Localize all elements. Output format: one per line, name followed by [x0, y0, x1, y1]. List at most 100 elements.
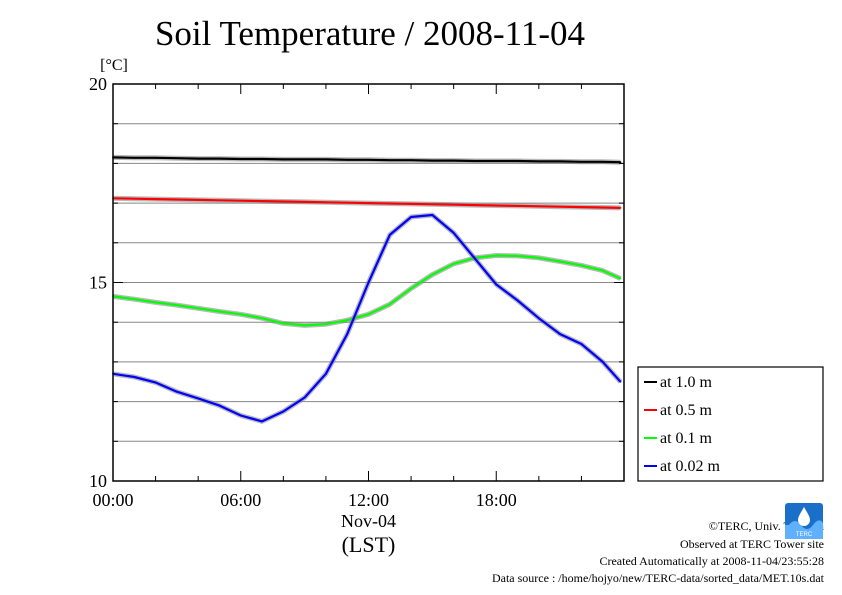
series-0-point [325, 158, 327, 161]
y-axis: 10 15 20 [89, 74, 624, 491]
x-tick-label: 12:00 [348, 490, 389, 510]
series-0-point [452, 159, 455, 162]
series-0-point [516, 160, 519, 162]
legend-label-2: at 0.1 m [660, 430, 713, 447]
series-3-point [197, 397, 200, 400]
series-1-point [601, 206, 604, 209]
series-2-point [346, 319, 349, 322]
series-1-point [495, 204, 498, 207]
series-3-point [218, 404, 221, 407]
series-2-point [516, 255, 519, 257]
series-2-point [388, 303, 391, 306]
series-1-point [218, 199, 221, 202]
series-0-point [133, 156, 136, 159]
series-3-point [559, 333, 562, 336]
terc-logo-icon: TERC [785, 503, 823, 539]
series-2-point [133, 298, 136, 301]
series-2-point [325, 323, 327, 326]
series-3-point [410, 216, 412, 218]
legend-label-3: at 0.02 m [660, 458, 721, 475]
y-axis-label: [°C] [100, 57, 128, 74]
series-3-point [601, 361, 604, 363]
series-3-point [452, 231, 455, 234]
series-2-point [452, 262, 455, 265]
series-3-point [282, 410, 285, 413]
series-0-point [410, 159, 412, 162]
series-3-point [175, 390, 178, 393]
series-0-point [495, 160, 498, 162]
series-2-point [239, 313, 242, 316]
series-1-point [388, 202, 391, 205]
series-3-point [261, 420, 263, 423]
series-0-point [367, 158, 370, 161]
series-1-point [537, 205, 540, 208]
series-3-point [388, 233, 391, 236]
series-0-point [580, 160, 583, 163]
series-3-point [516, 299, 519, 302]
legend: at 1.0 m at 0.5 m at 0.1 m at 0.02 m [637, 366, 824, 482]
series-3-line [112, 213, 622, 423]
x-tick-label: 18:00 [476, 490, 517, 510]
series-3-point [303, 396, 306, 399]
series-1-point [516, 204, 519, 207]
series-0-point [601, 160, 604, 163]
series-0-point [303, 158, 306, 161]
series-3-point [495, 283, 498, 286]
series-0-point [619, 161, 622, 164]
legend-label-1: at 0.5 m [660, 402, 713, 419]
series-0-point [431, 159, 434, 162]
series-3-point [537, 317, 540, 320]
series-3-point [367, 281, 370, 284]
site-text: Observed at TERC Tower site [679, 537, 824, 551]
series-0-point [175, 157, 178, 160]
series-3-point [431, 214, 434, 216]
series-1-point [619, 206, 622, 209]
series-1-point [133, 197, 136, 200]
series-1-point [282, 200, 285, 203]
series-1-point [154, 198, 157, 201]
series-1-point [452, 203, 455, 206]
series-1-point [410, 202, 412, 205]
series-2-point [218, 310, 221, 313]
series-0-point [346, 158, 349, 161]
chart-title: Soil Temperature / 2008-11-04 [154, 14, 586, 53]
series-2-point [367, 313, 370, 316]
series-0-point [537, 160, 540, 163]
series-0-point [154, 156, 157, 159]
y-tick-label: 15 [89, 273, 107, 293]
series-2-point [261, 317, 263, 320]
series-1-point [346, 201, 349, 204]
series-3-point [133, 376, 136, 378]
series-0-point [388, 159, 391, 162]
series-2-point [431, 273, 434, 276]
series-2-point [282, 322, 285, 325]
series-3-shadow [112, 212, 623, 424]
x-tick-label: 00:00 [92, 490, 133, 510]
series-3-point [154, 381, 157, 384]
series-1-point [325, 201, 327, 204]
y-tick-label: 10 [89, 471, 107, 491]
series-0-point [197, 157, 200, 160]
series-1-point [559, 205, 562, 208]
series-2-point [197, 307, 200, 310]
series-2-point [495, 254, 498, 257]
series-2-point [175, 304, 178, 307]
y-tick-label: 20 [89, 74, 107, 94]
series-1-point [367, 202, 370, 205]
series-2-point [601, 269, 604, 272]
series-1-point [261, 200, 263, 203]
series-0-point [559, 160, 562, 163]
legend-box [637, 366, 824, 482]
series-0-point [239, 158, 242, 160]
series-3-point [239, 414, 242, 417]
series-1-point [303, 201, 306, 203]
series-layer [112, 154, 623, 424]
series-3-point [325, 372, 327, 375]
series-3-point [580, 343, 583, 345]
x-axis: 00:00 06:00 12:00 18:00 [92, 84, 625, 510]
series-1-point [197, 199, 200, 201]
series-0-point [218, 157, 221, 160]
x-date-label: Nov-04 [341, 511, 396, 531]
series-2-point [410, 287, 412, 290]
